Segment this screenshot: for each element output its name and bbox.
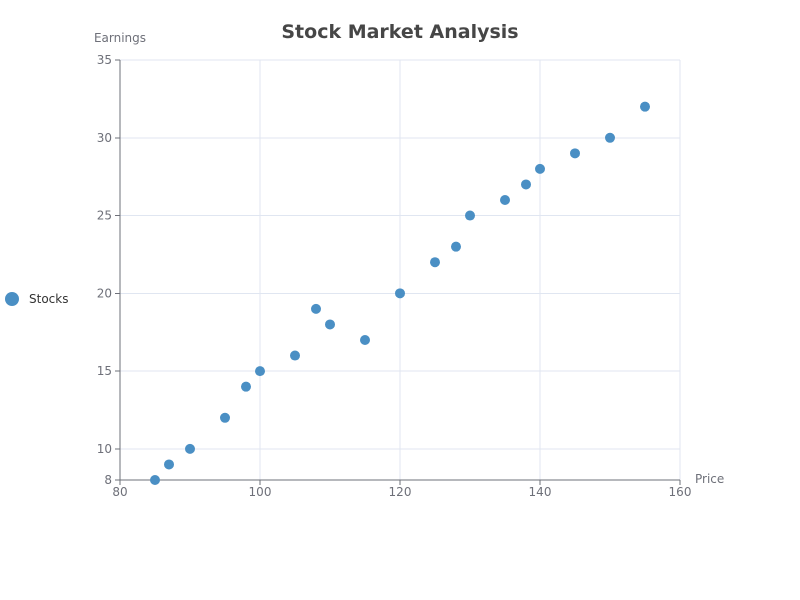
y-axis-label: Earnings <box>94 31 146 45</box>
data-point[interactable] <box>430 257 440 268</box>
data-point[interactable] <box>220 412 230 423</box>
data-point[interactable] <box>290 350 300 361</box>
x-axis-label: Price <box>695 472 724 486</box>
legend[interactable]: Stocks <box>5 292 68 306</box>
tick-labels: 8 10 15 20 25 30 35 80 100 120 140 160 <box>97 53 692 499</box>
data-point[interactable] <box>605 132 615 143</box>
data-point[interactable] <box>500 195 510 205</box>
x-tick-label: 160 <box>669 485 692 499</box>
y-tick-label: 25 <box>97 209 112 223</box>
y-tick-label: 10 <box>97 442 112 456</box>
data-point[interactable] <box>185 443 195 454</box>
y-tick-label: 15 <box>97 364 112 378</box>
grid-lines <box>120 59 681 480</box>
data-point[interactable] <box>395 288 405 299</box>
x-tick-label: 140 <box>529 485 552 499</box>
axes <box>115 59 681 485</box>
data-point[interactable] <box>241 381 251 392</box>
data-point[interactable] <box>255 366 265 377</box>
data-point[interactable] <box>451 241 461 252</box>
data-point[interactable] <box>570 148 580 159</box>
data-point[interactable] <box>465 210 475 221</box>
data-point[interactable] <box>640 101 650 112</box>
data-point[interactable] <box>535 163 545 174</box>
data-point[interactable] <box>360 335 370 345</box>
data-point[interactable] <box>164 459 174 470</box>
y-tick-label: 30 <box>97 131 112 145</box>
legend-marker-stocks[interactable] <box>5 292 19 306</box>
data-point[interactable] <box>521 179 531 190</box>
legend-label-stocks[interactable]: Stocks <box>29 292 68 306</box>
chart-title: Stock Market Analysis <box>281 21 518 43</box>
data-point[interactable] <box>325 319 335 330</box>
y-tick-label: 20 <box>97 286 112 300</box>
y-tick-label: 35 <box>97 53 112 67</box>
y-tick-label: 8 <box>104 473 112 487</box>
series-stocks <box>150 101 650 485</box>
x-tick-label: 80 <box>112 485 127 499</box>
data-point[interactable] <box>150 475 160 485</box>
x-tick-label: 120 <box>389 485 412 499</box>
data-point[interactable] <box>311 303 321 314</box>
x-tick-label: 100 <box>249 485 272 499</box>
